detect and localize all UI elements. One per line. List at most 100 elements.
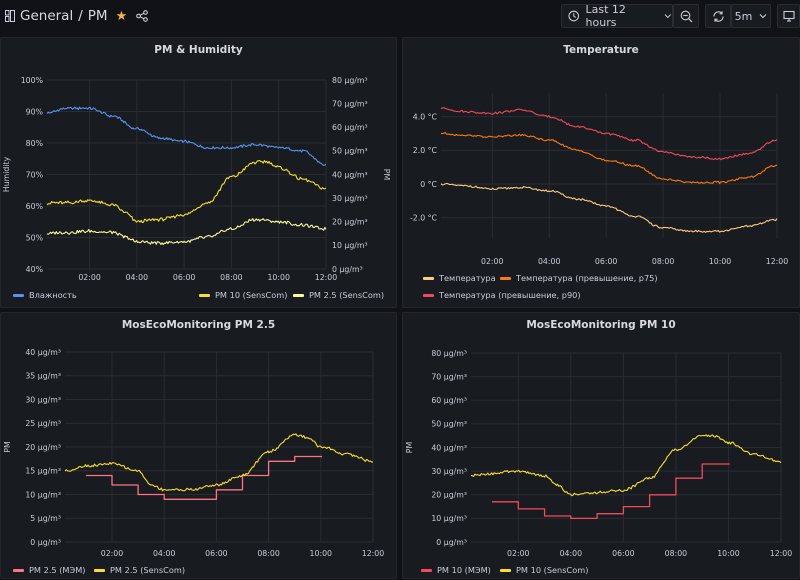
y-tick-label: 90% bbox=[26, 107, 43, 116]
y-right-tick-label: 60 µg/m³ bbox=[332, 123, 368, 132]
legend-item-temperature-p90[interactable]: Температура (превышение, p90) bbox=[423, 290, 581, 300]
legend-label: Влажность bbox=[29, 290, 77, 300]
dashboards-grid-icon bbox=[5, 10, 15, 22]
panel-pm-humidity[interactable]: PM & Humidity 40% 50% 60% 70% 80% 90% 100% 0 µg… bbox=[0, 37, 397, 308]
legend-label: PM 2.5 (SensCom) bbox=[110, 565, 186, 575]
legend-label: PM 10 (МЭМ) bbox=[437, 565, 491, 575]
legend-item-temperature[interactable]: Температура bbox=[423, 273, 496, 283]
legend-label: PM 2.5 (МЭМ) bbox=[29, 565, 86, 575]
y-tick-label: 15 µg/m³ bbox=[25, 467, 61, 476]
legend-item-pm25-senscom[interactable]: PM 2.5 (SensCom) bbox=[94, 565, 185, 575]
y-tick-label: -2.0 °C bbox=[410, 214, 438, 223]
time-range-picker[interactable]: Last 12 hours bbox=[561, 3, 673, 29]
legend-swatch bbox=[423, 293, 434, 297]
y-tick-label: 50% bbox=[26, 233, 43, 242]
legend-item-pm10-senscom[interactable]: PM 10 (SensCom) bbox=[500, 565, 588, 575]
y-tick-label: 40% bbox=[26, 265, 43, 274]
y-tick-label: 60% bbox=[26, 202, 43, 211]
legend-item-pm10-senscom[interactable]: PM 10 (SensCom) bbox=[199, 290, 287, 300]
y-right-tick-label: 20 µg/m³ bbox=[332, 218, 368, 227]
legend-label: Температура (превышение, p75) bbox=[516, 273, 658, 283]
y-right-tick-label: 70 µg/m³ bbox=[332, 99, 368, 108]
legend-swatch bbox=[423, 276, 434, 280]
tv-mode-button[interactable] bbox=[777, 4, 800, 28]
y-tick-label: 0 µg/m³ bbox=[30, 538, 61, 547]
series-line bbox=[46, 106, 327, 166]
y-tick-label: 50 µg/m³ bbox=[431, 420, 467, 429]
x-tick-label: 12:00 bbox=[362, 549, 385, 558]
legend-item-pm25-mem[interactable]: PM 2.5 (МЭМ) bbox=[13, 565, 85, 575]
legend-label: PM 2.5 (SensCom) bbox=[309, 290, 385, 300]
refresh-interval-label: 5m bbox=[734, 9, 753, 23]
y-right-axis-label: PM bbox=[382, 169, 391, 180]
y-tick-label: 60 µg/m³ bbox=[431, 396, 467, 405]
legend-item-temperature-p75[interactable]: Температура (превышение, p75) bbox=[500, 273, 658, 283]
panel-mos-pm10[interactable]: MosEcoMonitoring PM 10 0 µg/m³ 10 µg/m³ 20… bbox=[402, 312, 800, 579]
x-tick-label: 04:00 bbox=[126, 273, 149, 282]
y-tick-label: 80% bbox=[26, 139, 43, 148]
time-range-label: Last 12 hours bbox=[585, 3, 626, 29]
series-line bbox=[492, 463, 730, 520]
y-right-tick-label: 30 µg/m³ bbox=[332, 194, 368, 203]
x-tick-label: 08:00 bbox=[257, 549, 280, 558]
y-right-tick-label: 80 µg/m³ bbox=[332, 76, 368, 85]
temperature-chart: -2.0 °C 0 °C 2.0 °C 4.0 °C 02:00 04:00 06:00 08… bbox=[410, 93, 789, 266]
series-line bbox=[85, 455, 323, 500]
y-tick-label: 20 µg/m³ bbox=[25, 443, 61, 452]
refresh-interval-picker[interactable]: 5m bbox=[731, 4, 771, 28]
y-tick-label: 30 µg/m³ bbox=[431, 467, 467, 476]
chevron-down-icon bbox=[759, 14, 767, 19]
share-icon[interactable] bbox=[136, 10, 149, 22]
legend-swatch bbox=[500, 276, 511, 280]
panel-mos-pm25[interactable]: MosEcoMonitoring PM 2.5 0 µg/m³ 5 µg/m³ 10… bbox=[0, 312, 397, 579]
breadcrumb-folder[interactable]: General bbox=[20, 8, 74, 24]
breadcrumb-dashboard[interactable]: PM bbox=[87, 8, 108, 24]
y-tick-label: 35 µg/m³ bbox=[25, 372, 61, 381]
x-tick-label: 10:00 bbox=[267, 273, 290, 282]
clock-icon bbox=[568, 10, 580, 22]
legend-item-humidity[interactable]: Влажность bbox=[13, 290, 77, 300]
series-line bbox=[46, 218, 327, 246]
y-tick-label: 40 µg/m³ bbox=[25, 348, 61, 357]
zoom-out-icon bbox=[680, 10, 692, 22]
series-line bbox=[440, 182, 778, 233]
legend-item-pm10-mem[interactable]: PM 10 (МЭМ) bbox=[421, 565, 491, 575]
zoom-out-button[interactable] bbox=[673, 4, 699, 28]
y-tick-label: 20 µg/m³ bbox=[431, 491, 467, 500]
series-line bbox=[440, 107, 778, 161]
legend-label: Температура (превышение, p90) bbox=[439, 290, 581, 300]
legend-label: Температура bbox=[439, 273, 496, 283]
panel-title: Temperature bbox=[563, 44, 639, 56]
y-tick-label: 10 µg/m³ bbox=[25, 490, 61, 499]
legend-swatch bbox=[94, 568, 105, 572]
x-tick-label: 12:00 bbox=[770, 549, 793, 558]
legend-swatch bbox=[293, 293, 304, 297]
y-tick-label: 2.0 °C bbox=[413, 146, 438, 155]
panel-title: MosEcoMonitoring PM 10 bbox=[526, 319, 676, 331]
series-line bbox=[440, 131, 778, 185]
refresh-button[interactable] bbox=[705, 4, 731, 28]
legend-swatch bbox=[500, 568, 511, 572]
x-tick-label: 06:00 bbox=[205, 549, 228, 558]
legend-swatch bbox=[13, 568, 24, 572]
y-axis-label: PM bbox=[3, 441, 12, 452]
legend-item-pm25-senscom[interactable]: PM 2.5 (SensCom) bbox=[293, 290, 384, 300]
panel-title: MosEcoMonitoring PM 2.5 bbox=[121, 319, 276, 331]
series-line bbox=[64, 433, 374, 492]
legend-swatch bbox=[13, 293, 24, 297]
x-tick-label: 08:00 bbox=[220, 273, 243, 282]
star-icon[interactable]: ★ bbox=[115, 8, 128, 24]
chevron-down-icon bbox=[664, 14, 672, 19]
pm-humidity-chart: 40% 50% 60% 70% 80% 90% 100% 0 µg/m³ 10 µg/m³ 20 … bbox=[2, 76, 391, 282]
y-right-tick-label: 0 µg/m³ bbox=[332, 265, 363, 274]
y-axis-label: Humidity bbox=[2, 156, 11, 192]
tv-mode-icon bbox=[782, 10, 795, 22]
x-tick-label: 12:00 bbox=[766, 257, 789, 266]
x-tick-label: 02:00 bbox=[507, 549, 530, 558]
breadcrumb: General / PM ★ bbox=[5, 8, 149, 24]
legend-swatch bbox=[421, 568, 432, 572]
y-tick-label: 30 µg/m³ bbox=[25, 395, 61, 404]
series-line bbox=[46, 159, 327, 224]
y-tick-label: 5 µg/m³ bbox=[30, 514, 61, 523]
panel-temperature[interactable]: Temperature -2.0 °C 0 °C 2.0 °C 4.0 °C 02:00… bbox=[402, 37, 800, 308]
